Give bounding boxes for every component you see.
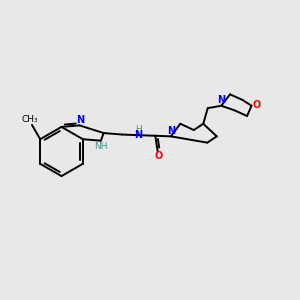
Text: NH: NH [94, 142, 108, 151]
Text: N: N [134, 130, 142, 140]
Text: O: O [155, 152, 163, 161]
Text: N: N [76, 115, 84, 125]
Text: N: N [167, 126, 175, 136]
Text: H: H [135, 124, 142, 134]
Text: CH₃: CH₃ [21, 115, 38, 124]
Text: N: N [218, 95, 226, 105]
Text: O: O [253, 100, 261, 110]
